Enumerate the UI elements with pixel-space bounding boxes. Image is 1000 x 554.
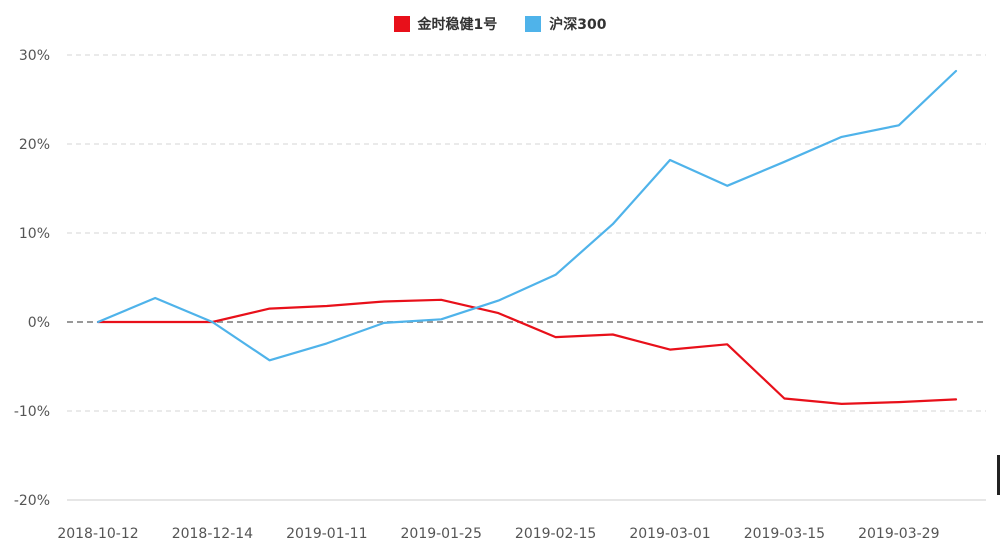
legend-label-jinshi: 金时稳健1号 [417,17,498,33]
legend-swatch-jinshi [393,16,410,32]
y-tick-label: -20% [14,493,50,509]
legend-item-jinshi[interactable]: 金时稳健1号 [393,14,498,34]
x-tick-label: 2019-01-25 [401,526,482,542]
y-tick-label: 30% [19,48,50,64]
legend-swatch-hs300 [525,16,542,32]
x-tick-label: 2018-10-12 [57,526,138,542]
chart-legend: 金时稳健1号 沪深300 [0,14,1000,34]
series-line-hs300 [96,69,958,362]
scrollbar-edge [997,455,1000,495]
x-tick-label: 2019-03-01 [629,526,710,542]
y-tick-label: 0% [28,315,50,331]
legend-label-hs300: 沪深300 [549,17,607,33]
y-tick-label: 10% [19,226,50,242]
legend-item-hs300[interactable]: 沪深300 [525,14,606,34]
x-tick-label: 2019-03-15 [744,526,825,542]
y-tick-label: -10% [14,404,50,420]
y-tick-label: 20% [19,137,50,153]
series-line-jinshi [96,298,958,405]
x-tick-label: 2019-03-29 [858,526,939,542]
x-tick-label: 2019-02-15 [515,526,596,542]
x-tick-label: 2018-12-14 [172,526,253,542]
x-tick-label: 2019-01-11 [286,526,367,542]
